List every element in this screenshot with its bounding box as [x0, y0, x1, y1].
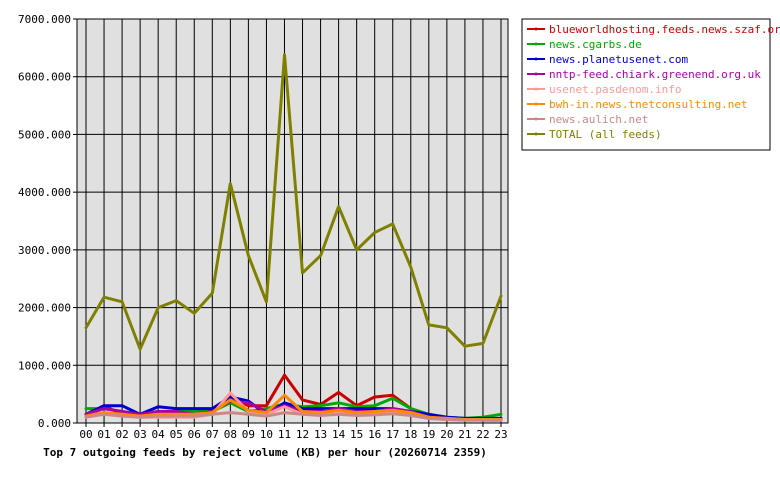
y-tick-label: 1000.000: [18, 359, 71, 372]
legend-marker: [534, 57, 538, 61]
legend-label: news.planetusenet.com: [549, 53, 688, 66]
x-tick-label: 00: [79, 428, 92, 441]
x-tick-label: 11: [278, 428, 291, 441]
x-tick-label: 10: [260, 428, 273, 441]
y-tick-label: 6000.000: [18, 71, 71, 84]
series-line: [84, 53, 503, 351]
chart-title: Top 7 outgoing feeds by reject volume (K…: [43, 446, 487, 459]
x-tick-label: 22: [476, 428, 489, 441]
legend-box: [521, 18, 771, 151]
x-tick-label: 09: [242, 428, 255, 441]
y-tick-label: 5000.000: [18, 128, 71, 141]
x-tick-label: 13: [314, 428, 327, 441]
series-layer: [84, 53, 503, 422]
legend-marker: [534, 87, 538, 91]
plot-background: [76, 18, 509, 424]
y-tick-label: 0.000: [38, 417, 71, 430]
legend-marker: [534, 132, 538, 136]
legend-label: news.cgarbs.de: [549, 38, 642, 51]
x-tick-label: 20: [440, 428, 453, 441]
x-tick-label: 15: [350, 428, 363, 441]
legend-label: TOTAL (all feeds): [549, 128, 662, 141]
legend-label: bwh-in.news.tnetconsulting.net: [549, 98, 748, 111]
x-tick-label: 14: [332, 428, 346, 441]
x-tick-label: 19: [422, 428, 435, 441]
y-tick-label: 3000.000: [18, 244, 71, 257]
x-tick-label: 18: [404, 428, 417, 441]
legend-marker: [534, 72, 538, 76]
y-tick-label: 2000.000: [18, 302, 71, 315]
x-tick-label: 17: [386, 428, 399, 441]
y-tick-label: 4000.000: [18, 186, 71, 199]
x-tick-label: 07: [206, 428, 219, 441]
legend-label: news.aulich.net: [549, 113, 648, 126]
legend-marker: [534, 27, 538, 31]
x-tick-label: 04: [152, 428, 166, 441]
x-tick-label: 21: [458, 428, 471, 441]
plot-area: [76, 18, 509, 424]
x-tick-label: 05: [170, 428, 183, 441]
series-line: [84, 395, 503, 420]
x-tick-label: 01: [97, 428, 110, 441]
series-line: [84, 411, 503, 422]
legend-label: usenet.pasdenom.info: [549, 83, 681, 96]
x-tick-label: 02: [115, 428, 128, 441]
legend-label: nntp-feed.chiark.greenend.org.uk: [549, 68, 761, 81]
x-tick-label: 06: [188, 428, 201, 441]
legend-label: blueworldhosting.feeds.news.szaf.org: [549, 23, 780, 36]
legend: blueworldhosting.feeds.news.szaf.org news…: [521, 18, 780, 151]
y-tick-label: 7000.000: [18, 13, 71, 26]
x-axis-ticks: 00 01 02 03 04 05 06 07 08 09 10 11 12 13 14 15 16 17 18 19…: [79, 423, 508, 441]
legend-marker: [534, 42, 538, 46]
x-tick-label: 23: [494, 428, 507, 441]
legend-marker: [534, 102, 538, 106]
x-tick-label: 08: [224, 428, 237, 441]
x-tick-label: 12: [296, 428, 309, 441]
x-tick-label: 03: [134, 428, 147, 441]
y-axis-ticks: 0.000 1000.000 2000.000 3000.000 4000.000 500…: [18, 13, 77, 430]
x-tick-label: 16: [368, 428, 381, 441]
legend-marker: [534, 117, 538, 121]
